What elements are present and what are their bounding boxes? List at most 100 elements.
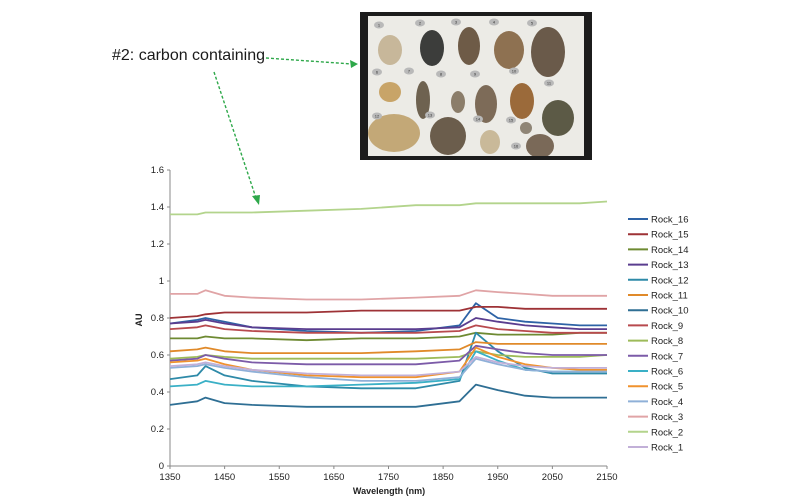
- rock-sample-8: [451, 91, 465, 113]
- rock-label-number: 13: [428, 113, 433, 118]
- carbon-annotation: #2: carbon containing: [112, 47, 265, 64]
- y-tick-label: 0.6: [151, 350, 164, 361]
- series-line-rock-9: [169, 324, 607, 334]
- rock-sample-1: [378, 35, 402, 65]
- rock-sample-11: [542, 100, 574, 136]
- rock-sample-4: [494, 31, 524, 69]
- legend-label: Rock_8: [651, 336, 683, 347]
- rock-label-tag: [436, 70, 446, 78]
- rock-label-tag: [451, 18, 461, 26]
- rock-label-number: 12: [375, 114, 380, 119]
- rock-sample-9: [475, 85, 497, 123]
- y-tick-label: 0.8: [151, 313, 164, 324]
- rock-label-tag: [372, 68, 382, 76]
- series-line-rock-15: [169, 305, 607, 319]
- rock-label-number: 7: [408, 69, 411, 74]
- rock-label-tag: [489, 18, 499, 26]
- legend-label: Rock_1: [651, 443, 683, 454]
- rock-label-tag: [506, 116, 516, 124]
- series-line-rock-4: [169, 357, 607, 382]
- y-axis-title: AU: [134, 314, 144, 327]
- rock-sample-7: [416, 81, 430, 119]
- rock-sample-10: [510, 83, 534, 119]
- series-line-rock-16: [169, 302, 607, 334]
- rock-sample-2: [420, 30, 444, 66]
- plot-area: 0 0.2 0.4 0.6 0.8 1 1.2 1.4 1.6 1350 1450 1550 1650 1…: [151, 165, 689, 483]
- x-tick-label: 1750: [378, 472, 399, 483]
- x-tick-label: 1650: [323, 472, 344, 483]
- series-line-rock-7: [169, 344, 607, 366]
- y-tick-label: 1.6: [151, 165, 164, 176]
- rock-label-tag: [473, 115, 483, 123]
- annotation-arrows: [213, 57, 358, 205]
- legend-label: Rock_4: [651, 397, 683, 408]
- legend-label: Rock_2: [651, 427, 683, 438]
- x-tick-label: 1850: [433, 472, 454, 483]
- legend: Rock_16 Rock_15 Rock_14 Rock_13 Rock_12 Rock_…: [628, 215, 689, 454]
- x-tick-label: 1950: [487, 472, 508, 483]
- rock-samples-board: 1 2 3 4 5 6 7 8 9 10 11 12 13 14 15 16: [368, 16, 584, 158]
- y-tick-label: 0.2: [151, 424, 164, 435]
- rock-label-number: 15: [509, 118, 514, 123]
- rock-sample-12: [368, 114, 420, 152]
- y-tick-label: 1.4: [151, 202, 164, 213]
- series-line-rock-1: [169, 355, 607, 377]
- rock-label-tag: [527, 19, 537, 27]
- x-tick-label: 2150: [596, 472, 617, 483]
- annotation-arrow-to-photo: [265, 57, 353, 65]
- rock-label-tag: [425, 111, 435, 119]
- rock-label-number: 5: [531, 21, 534, 26]
- series-line-rock-13: [169, 317, 607, 331]
- rock-label-number: 4: [493, 20, 496, 25]
- legend-label: Rock_6: [651, 367, 683, 378]
- series-line-rock-14: [170, 331, 607, 342]
- rock-label-number: 6: [376, 70, 379, 75]
- rock-sample-3: [458, 27, 480, 65]
- rock-label-number: 9: [474, 72, 477, 77]
- rock-sample-13: [430, 117, 466, 155]
- rock-label-number: 1: [378, 23, 381, 28]
- series-line-rock-10: [169, 383, 607, 408]
- y-tick-label: 1.2: [151, 239, 164, 250]
- rock-label-number: 2: [419, 21, 422, 26]
- legend-label: Rock_5: [651, 382, 683, 393]
- rock-label-number: 14: [476, 117, 481, 122]
- y-tick-label: 0.4: [151, 387, 164, 398]
- rock-sample-15: [520, 122, 532, 134]
- rock-label-tag: [544, 79, 554, 87]
- annotation-arrowhead-photo: [350, 60, 358, 68]
- rock-label-number: 11: [547, 81, 552, 86]
- x-tick-label: 2050: [542, 472, 563, 483]
- annotation-arrowhead-curve: [252, 195, 260, 205]
- legend-label: Rock_3: [651, 412, 683, 423]
- x-axis-title: Wavelength (nm): [353, 486, 425, 496]
- legend-label: Rock_15: [651, 230, 689, 241]
- x-tick-label: 1350: [159, 472, 180, 483]
- legend-label: Rock_9: [651, 321, 683, 332]
- rock-label-tag: [470, 70, 480, 78]
- rock-sample-16: [526, 134, 554, 158]
- rock-label-tag: [511, 142, 521, 150]
- legend-label: Rock_12: [651, 275, 689, 286]
- x-tick-label: 1450: [214, 472, 235, 483]
- legend-label: Rock_11: [651, 291, 688, 302]
- y-tick-label: 0: [159, 461, 164, 472]
- x-tick-label: 1550: [269, 472, 290, 483]
- rock-sample-6: [379, 82, 401, 102]
- rock-label-number: 16: [514, 144, 519, 149]
- rock-label-tag: [415, 19, 425, 27]
- rock-label-tag: [404, 67, 414, 75]
- y-tick-label: 1: [159, 276, 164, 287]
- legend-label: Rock_13: [651, 260, 689, 271]
- rock-label-number: 8: [440, 72, 443, 77]
- rock-label-tag: [374, 21, 384, 29]
- legend-label: Rock_10: [651, 306, 689, 317]
- legend-label: Rock_16: [651, 215, 689, 226]
- rock-label-number: 10: [512, 69, 517, 74]
- rock-sample-5: [531, 27, 565, 77]
- annotation-arrow-to-curve: [213, 71, 257, 199]
- rock-sample-14: [480, 130, 500, 154]
- series-line-rock-2: [170, 200, 608, 216]
